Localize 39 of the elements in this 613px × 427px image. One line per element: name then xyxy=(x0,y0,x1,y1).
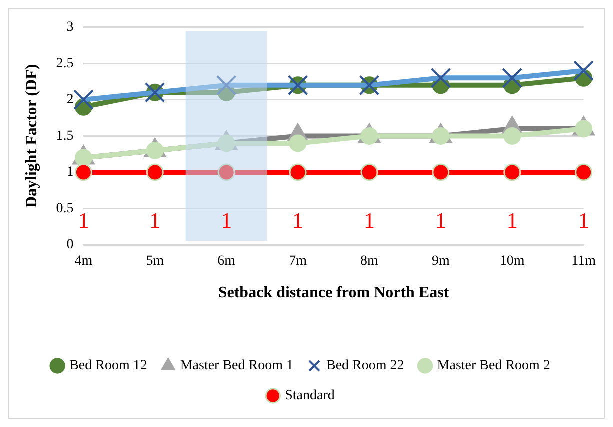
legend-label: Bed Room 22 xyxy=(326,358,404,374)
y-tick-label: 1 xyxy=(66,165,74,180)
data-label: 1 xyxy=(150,208,161,234)
y-tick-label: 2 xyxy=(66,92,74,108)
x-tick-label: 8m xyxy=(360,254,379,270)
legend-label: Standard xyxy=(285,388,335,404)
x-tick-label: 7m xyxy=(289,254,308,270)
point xyxy=(504,127,522,145)
point xyxy=(432,164,450,182)
legend-label: Bed Room 12 xyxy=(70,358,148,374)
data-label: 1 xyxy=(506,208,518,234)
data-label: 1 xyxy=(435,208,446,234)
x-tick-label: 6m xyxy=(218,254,236,270)
x-axis-title: Setback distance from North East xyxy=(218,284,450,302)
data-label: 1 xyxy=(364,208,375,234)
point xyxy=(575,164,593,182)
y-tick-label: 3 xyxy=(66,20,74,36)
legend-label: Master Bed Room 2 xyxy=(437,358,550,374)
data-label: 1 xyxy=(221,208,232,234)
point xyxy=(504,164,522,182)
point xyxy=(289,164,307,182)
x-tick-label: 10m xyxy=(500,254,525,270)
point xyxy=(146,164,164,182)
legend-label: Master Bed Room 1 xyxy=(180,358,294,374)
x-tick-label: 4m xyxy=(74,254,93,270)
y-tick-label: 2.5 xyxy=(56,56,74,72)
point xyxy=(360,164,378,182)
x-tick-label: 5m xyxy=(146,254,164,270)
point xyxy=(289,134,307,152)
y-tick-label: 0.5 xyxy=(56,201,74,216)
y-tick-label: 1.5 xyxy=(56,128,74,144)
point xyxy=(218,164,236,182)
x-tick-label: 9m xyxy=(432,254,450,270)
x-tick-label: 11m xyxy=(572,254,596,270)
data-label: 1 xyxy=(292,208,304,234)
y-axis-title: Daylight Factor (DF) xyxy=(24,64,41,208)
point xyxy=(74,164,92,182)
data-label: 1 xyxy=(578,208,590,234)
y-tick-label: 0 xyxy=(66,238,74,253)
